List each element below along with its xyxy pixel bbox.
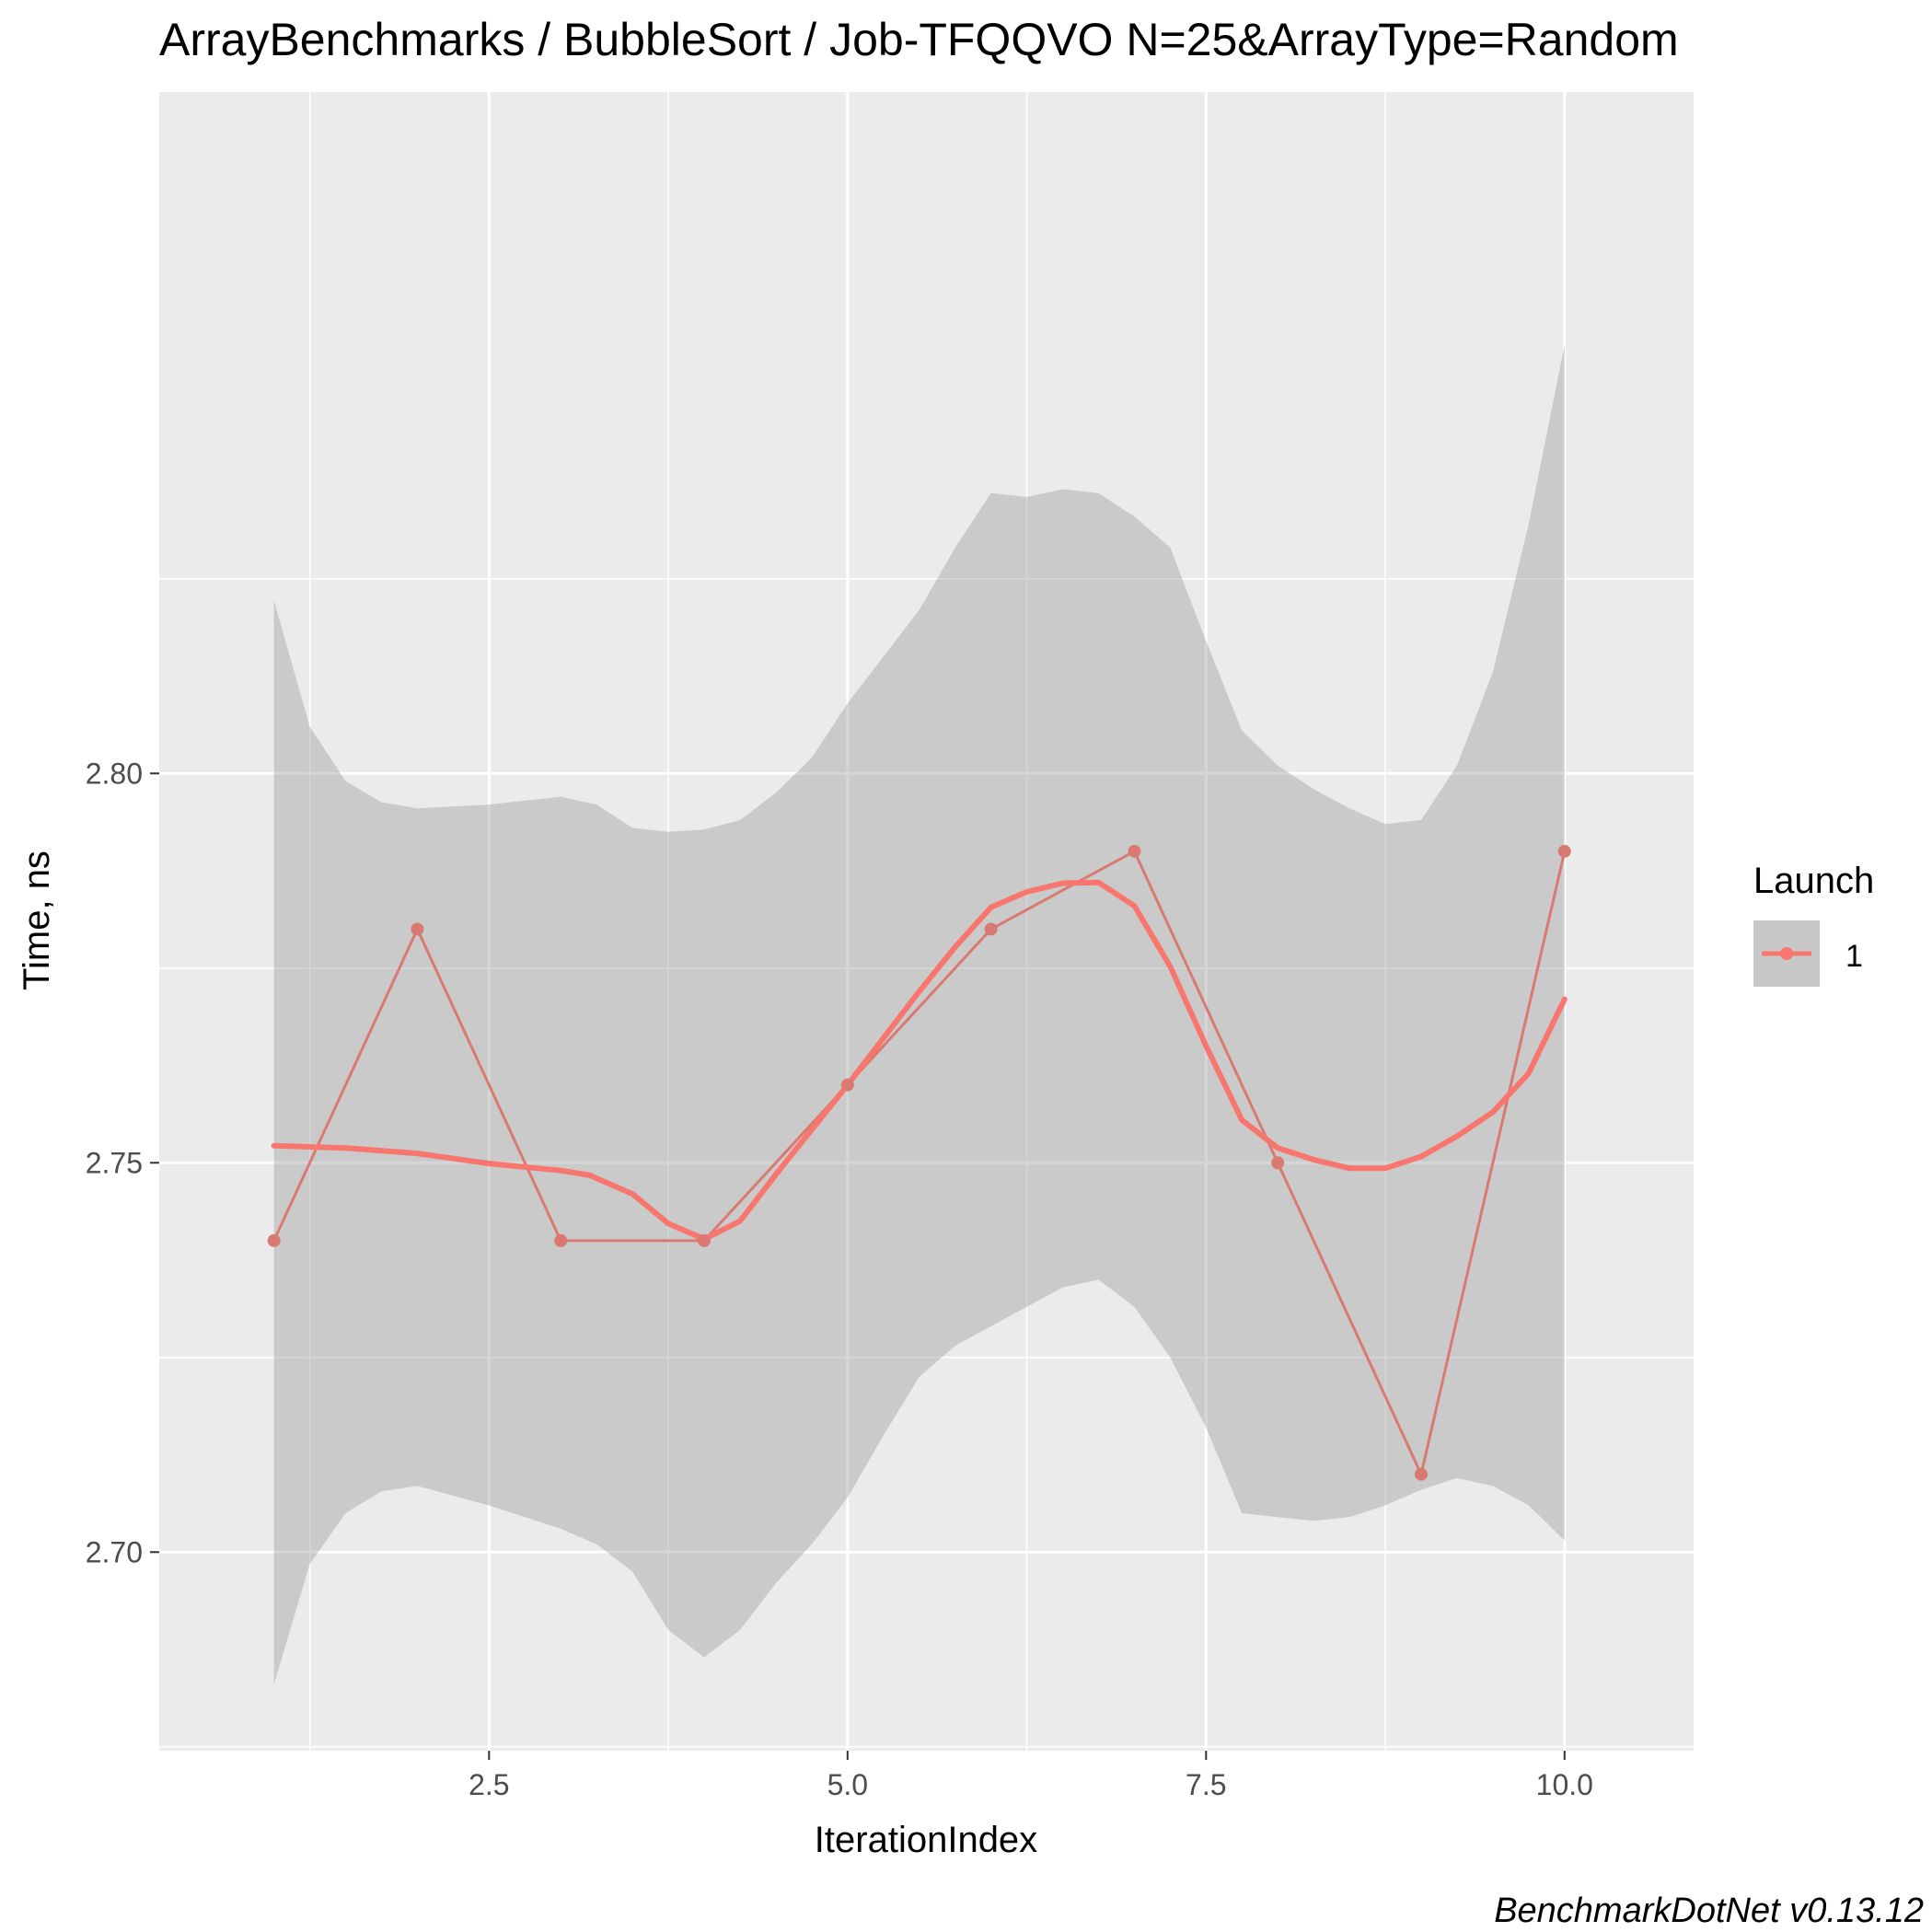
x-axis-label: IterationIndex <box>815 1820 1037 1860</box>
smooth-line <box>271 879 1568 1243</box>
points-layer <box>267 844 1571 1481</box>
y-axis-label: Time, ns <box>17 850 57 990</box>
legend-title: Launch <box>1753 861 1874 901</box>
y-tick-label: 2.75 <box>86 1146 143 1179</box>
data-point <box>267 1233 281 1247</box>
legend: Launch 1 <box>1753 861 1874 987</box>
data-point <box>1271 1156 1285 1170</box>
chart-title: ArrayBenchmarks / BubbleSort / Job-TFQQV… <box>159 14 1679 65</box>
data-point <box>984 922 998 936</box>
data-point <box>1557 844 1571 858</box>
series-line-1 <box>272 849 1567 1479</box>
x-tick-label: 10.0 <box>1536 1768 1593 1801</box>
y-axis-ticks: 2.70 2.75 2.80 <box>86 757 159 1568</box>
y-tick-label: 2.80 <box>86 757 143 790</box>
data-point <box>554 1233 568 1247</box>
x-axis-ticks: 2.5 5.0 7.5 10.0 <box>469 1751 1593 1801</box>
series-layer <box>272 849 1567 1479</box>
smooth-layer <box>271 879 1568 1243</box>
plot-panel <box>159 92 1694 1751</box>
legend-key-point <box>1780 947 1793 960</box>
x-tick-label: 2.5 <box>469 1768 509 1801</box>
grid-major <box>159 92 1694 1751</box>
data-point <box>1414 1467 1428 1481</box>
data-point <box>1128 844 1141 858</box>
grid-minor <box>159 92 1694 1751</box>
confidence-band <box>273 345 1565 1685</box>
x-tick-label: 7.5 <box>1186 1768 1226 1801</box>
data-point <box>840 1078 854 1092</box>
data-point <box>411 922 424 936</box>
confidence-band-layer <box>273 345 1565 1685</box>
y-tick-label: 2.70 <box>86 1535 143 1568</box>
x-tick-label: 5.0 <box>827 1768 868 1801</box>
footer-caption: BenchmarkDotNet v0.13.12 <box>1494 1892 1924 1930</box>
legend-entry-label: 1 <box>1845 939 1863 974</box>
data-point <box>698 1233 711 1247</box>
